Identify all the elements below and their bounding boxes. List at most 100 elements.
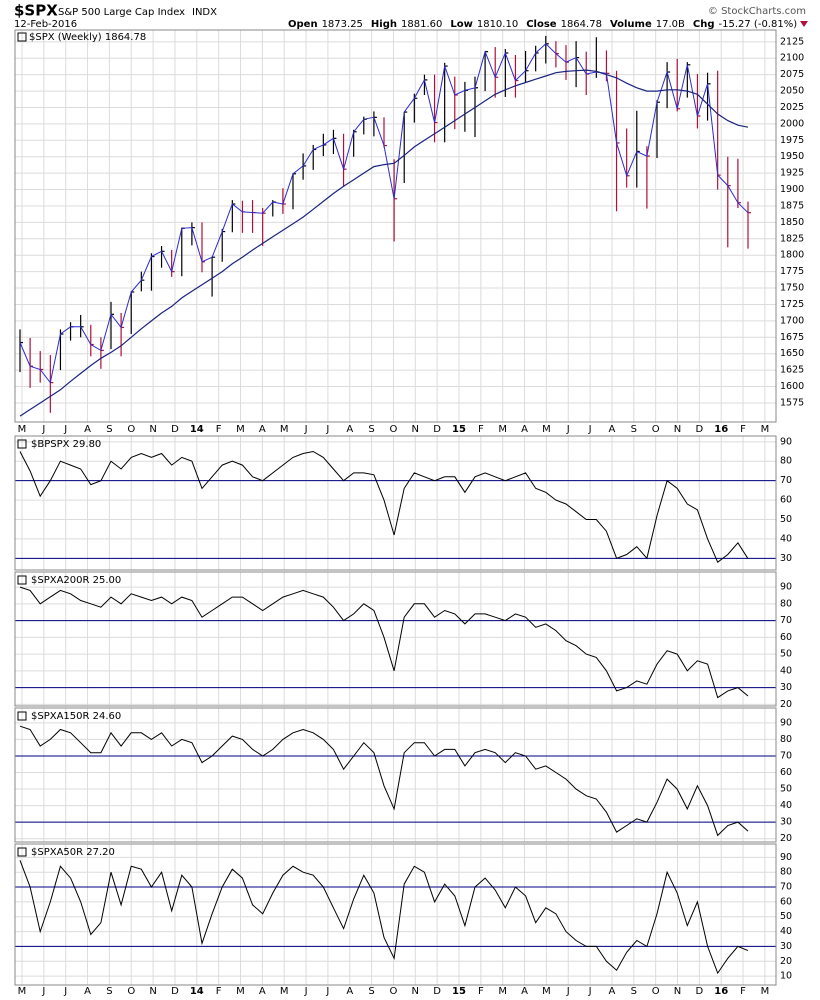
y-tick-label: 50 <box>780 514 792 525</box>
y-tick-label: 50 <box>780 911 792 922</box>
y-tick-label: 1825 <box>780 233 804 244</box>
y-tick-label: 90 <box>780 717 792 728</box>
legend-swatch <box>17 32 27 42</box>
y-tick-label: 80 <box>780 598 792 609</box>
x-tick-label: N <box>674 424 681 435</box>
x-tick-label: F <box>740 986 746 997</box>
y-tick-label: 1875 <box>780 200 804 211</box>
legend-swatch <box>17 439 27 449</box>
x-tick-label: A <box>521 424 528 435</box>
y-tick-label: 2050 <box>780 86 804 97</box>
x-tick-label: J <box>63 986 67 997</box>
x-tick-label: M <box>498 424 507 435</box>
x-tick-label: S <box>631 424 637 435</box>
y-tick-label: 60 <box>780 632 792 643</box>
y-tick-label: 1575 <box>780 397 804 408</box>
panel-frame <box>14 707 777 843</box>
panel-frame <box>14 435 777 571</box>
x-tick-label: D <box>171 424 179 435</box>
y-tick-label: 1850 <box>780 217 804 228</box>
x-tick-label: A <box>84 424 91 435</box>
legend-swatch <box>17 847 27 857</box>
x-tick-label: 16 <box>714 986 728 997</box>
y-tick-label: 30 <box>780 553 792 564</box>
x-tick-label: M <box>498 986 507 997</box>
y-tick-label: 1725 <box>780 299 804 310</box>
x-tick-label: F <box>740 424 746 435</box>
x-tick-label: N <box>149 986 156 997</box>
y-tick-label: 60 <box>780 896 792 907</box>
x-tick-label: D <box>171 986 179 997</box>
x-tick-label: N <box>412 986 419 997</box>
y-tick-label: 90 <box>780 436 792 447</box>
y-tick-label: 10 <box>780 971 792 982</box>
x-tick-label: S <box>106 424 112 435</box>
close-line <box>19 43 749 384</box>
stat-value: 1864.78 <box>561 19 602 30</box>
y-tick-label: 60 <box>780 767 792 778</box>
y-tick-label: 70 <box>780 615 792 626</box>
y-tick-label: 1700 <box>780 315 804 326</box>
y-tick-label: 60 <box>780 495 792 506</box>
y-tick-label: 1650 <box>780 348 804 359</box>
y-tick-label: 50 <box>780 784 792 795</box>
x-tick-label: D <box>695 986 703 997</box>
x-tick-label: A <box>84 986 91 997</box>
x-tick-label: S <box>631 986 637 997</box>
x-tick-label: 14 <box>190 424 204 435</box>
y-tick-label: 40 <box>780 665 792 676</box>
y-tick-label: 1800 <box>780 250 804 261</box>
y-tick-label: 1675 <box>780 332 804 343</box>
panel-label: $SPXA200R 25.00 <box>31 575 121 586</box>
x-tick-label: M <box>18 424 27 435</box>
stat-label: Open <box>288 19 318 30</box>
y-tick-label: 50 <box>780 649 792 660</box>
y-tick-label: 70 <box>780 882 792 893</box>
indicator-line <box>19 586 749 699</box>
x-tick-label: M <box>280 424 289 435</box>
x-tick-label: J <box>566 424 570 435</box>
y-tick-label: 30 <box>780 941 792 952</box>
date: 12-Feb-2016 <box>14 19 77 30</box>
y-tick-label: 1975 <box>780 135 804 146</box>
x-tick-label: M <box>761 986 770 997</box>
stat-label: Close <box>526 19 557 30</box>
y-tick-label: 70 <box>780 750 792 761</box>
x-tick-label: J <box>41 424 45 435</box>
stat-value: 1810.10 <box>477 19 518 30</box>
x-tick-label: O <box>652 424 660 435</box>
y-tick-label: 20 <box>780 699 792 710</box>
x-tick-label: A <box>609 986 616 997</box>
x-tick-label: M <box>18 986 27 997</box>
x-tick-label: J <box>325 424 329 435</box>
x-tick-label: O <box>127 424 135 435</box>
x-tick-label: F <box>478 424 484 435</box>
y-tick-label: 1750 <box>780 283 804 294</box>
x-tick-label: J <box>588 424 592 435</box>
x-tick-label: A <box>521 986 528 997</box>
x-tick-label: M <box>236 986 245 997</box>
subtitle: S&P 500 Large Cap Index <box>58 7 185 18</box>
exchange: INDX <box>192 7 217 18</box>
down-arrow <box>800 21 808 27</box>
x-tick-label: J <box>63 424 67 435</box>
x-tick-label: A <box>346 986 353 997</box>
y-tick-label: 1950 <box>780 151 804 162</box>
y-tick-label: 2075 <box>780 69 804 80</box>
indicator-line <box>19 860 749 975</box>
x-tick-label: M <box>280 986 289 997</box>
indicator-line <box>19 450 749 563</box>
y-tick-label: 1925 <box>780 168 804 179</box>
panel-label: $BPSPX 29.80 <box>31 439 101 450</box>
x-tick-label: S <box>368 424 374 435</box>
stat-label: Chg <box>693 19 715 30</box>
x-tick-label: A <box>259 986 266 997</box>
y-tick-label: 20 <box>780 833 792 844</box>
legend-swatch <box>17 575 27 585</box>
y-tick-label: 80 <box>780 867 792 878</box>
x-tick-label: D <box>433 986 441 997</box>
x-tick-label: D <box>433 424 441 435</box>
x-tick-label: M <box>761 424 770 435</box>
y-tick-label: 80 <box>780 456 792 467</box>
